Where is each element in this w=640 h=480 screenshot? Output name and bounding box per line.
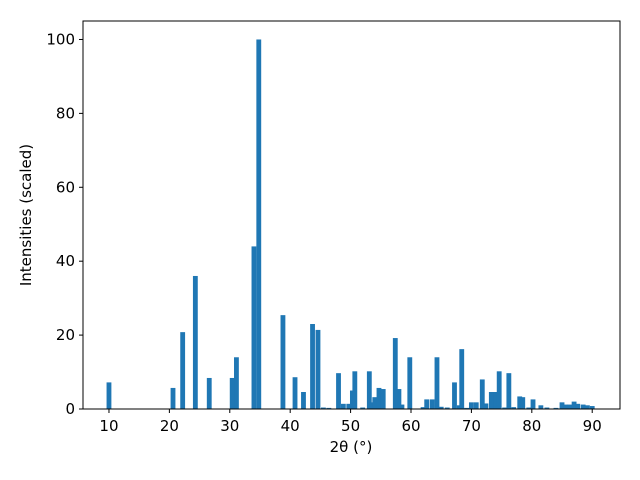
bar [180, 332, 186, 409]
bar [340, 403, 346, 409]
bar [444, 407, 450, 409]
bar [170, 387, 176, 409]
bar [553, 407, 559, 409]
bar [336, 373, 341, 409]
bar [366, 371, 372, 409]
y-tick-label: 80 [56, 104, 75, 122]
bar [530, 399, 536, 409]
bar [234, 357, 239, 409]
bar [483, 403, 489, 409]
bar [380, 389, 386, 409]
y-tick-label: 20 [56, 326, 75, 344]
x-tick-label: 80 [522, 417, 541, 435]
plot-frame [82, 20, 621, 410]
bar [424, 399, 430, 409]
bar [479, 379, 485, 409]
bar [526, 407, 532, 409]
bar [452, 382, 457, 409]
bar [502, 407, 508, 409]
bar [352, 371, 358, 409]
bar [517, 396, 523, 409]
bar [580, 404, 586, 409]
bar [192, 275, 198, 409]
bar [407, 357, 413, 409]
bar [520, 397, 526, 409]
bar [559, 402, 565, 409]
bar [206, 377, 212, 409]
bar [396, 389, 402, 409]
bar [320, 407, 326, 409]
bar [372, 397, 378, 409]
x-axis-label: 2θ (°) [330, 438, 373, 456]
bar [229, 377, 235, 409]
bar [360, 407, 366, 409]
bar [434, 357, 440, 409]
bar [459, 349, 465, 409]
bar [310, 324, 315, 409]
bar [563, 404, 569, 409]
bar [346, 403, 352, 409]
bar [420, 407, 426, 409]
x-tick-label: 90 [583, 417, 602, 435]
bar [256, 39, 262, 409]
bar [280, 315, 286, 409]
bar [506, 373, 512, 409]
x-tick-label: 50 [341, 417, 360, 435]
bar [292, 377, 298, 409]
bar [511, 407, 517, 409]
y-axis-label: Intensities (scaled) [17, 144, 35, 286]
bar [106, 382, 112, 409]
bar [488, 392, 494, 409]
x-tick-label: 10 [99, 417, 118, 435]
bar [438, 406, 444, 409]
bar [301, 392, 306, 409]
x-tick-label: 30 [220, 417, 239, 435]
x-tick-label: 40 [281, 417, 300, 435]
bar [575, 403, 581, 409]
bar [464, 407, 469, 409]
y-tick-label: 0 [65, 400, 75, 418]
bar [584, 405, 590, 409]
x-tick-label: 60 [401, 417, 420, 435]
bar [326, 407, 332, 409]
bar [538, 405, 544, 409]
bar [399, 404, 405, 409]
bar [369, 402, 375, 409]
bar [544, 407, 550, 409]
bar [493, 392, 498, 409]
bar [392, 338, 398, 409]
bar [251, 246, 257, 409]
x-tick-label: 20 [160, 417, 179, 435]
bar [315, 329, 321, 409]
bar [429, 399, 435, 409]
x-tick-label: 70 [462, 417, 481, 435]
y-tick-label: 40 [56, 252, 75, 270]
bar [473, 402, 479, 409]
bar [468, 402, 474, 409]
bar [496, 371, 502, 409]
bar [567, 404, 573, 409]
bar [376, 387, 382, 409]
bar [571, 401, 577, 409]
y-tick-label: 100 [46, 30, 75, 48]
y-tick-label: 60 [56, 178, 75, 196]
bar [589, 406, 595, 409]
